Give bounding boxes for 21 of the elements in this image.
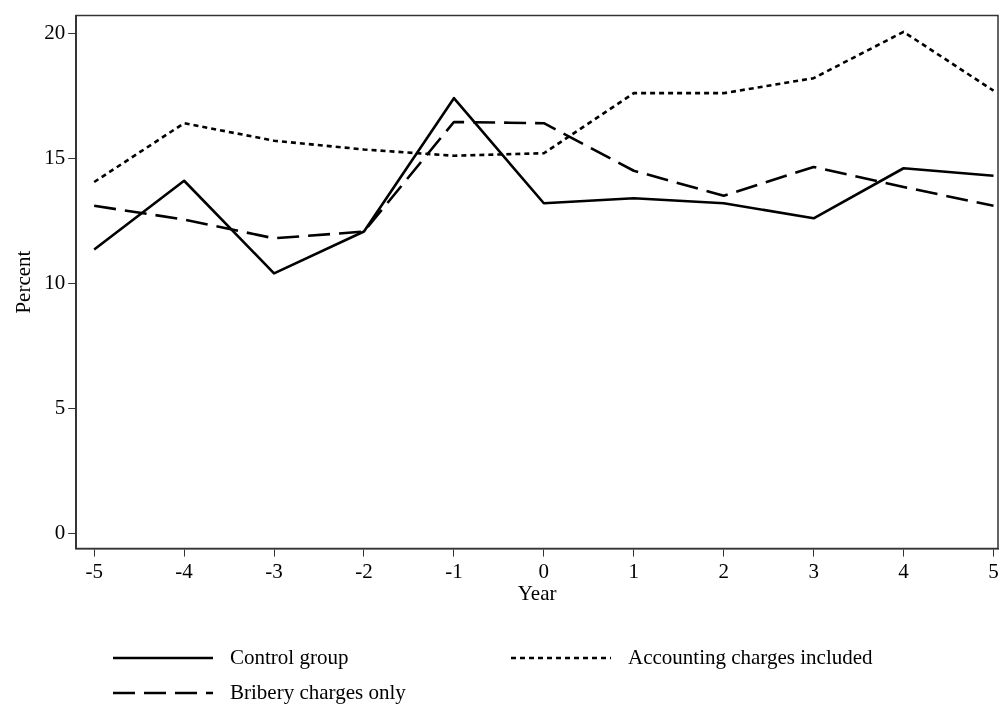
x-tick-label: 3 bbox=[808, 558, 819, 583]
y-axis-title: Percent bbox=[11, 250, 36, 314]
x-tick-label: -4 bbox=[175, 558, 194, 583]
x-tick-label: 5 bbox=[988, 558, 999, 583]
y-tick-label: 15 bbox=[44, 144, 66, 169]
x-tick-label: -5 bbox=[85, 558, 103, 583]
y-tick-label: 5 bbox=[54, 394, 66, 419]
y-tick-label: 10 bbox=[44, 269, 66, 294]
y-tick-label: 20 bbox=[44, 19, 66, 44]
x-tick-label: -1 bbox=[445, 558, 463, 583]
y-tick-label: 0 bbox=[54, 520, 66, 545]
x-tick-label: 2 bbox=[718, 558, 729, 583]
x-tick-label: -3 bbox=[265, 558, 283, 583]
legend-label: Accounting charges included bbox=[628, 644, 874, 669]
x-tick-label: 4 bbox=[898, 558, 910, 583]
x-tick-label: 0 bbox=[538, 558, 550, 583]
x-tick-label: 1 bbox=[628, 558, 640, 583]
legend-label: Control group bbox=[230, 644, 349, 669]
x-tick-label: -2 bbox=[355, 558, 373, 583]
legend-label: Bribery charges only bbox=[230, 679, 407, 704]
x-axis-title: Year bbox=[517, 580, 557, 605]
